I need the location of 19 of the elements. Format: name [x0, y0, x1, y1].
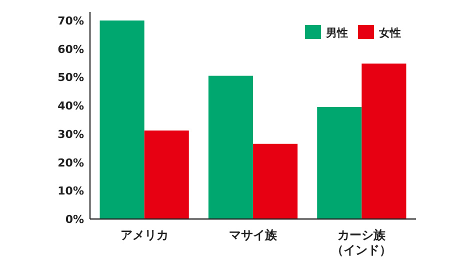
y-tick-label: 0% [65, 213, 84, 226]
bar [253, 144, 298, 219]
y-tick-label: 50% [58, 71, 84, 84]
y-tick-label: 60% [58, 42, 84, 56]
y-tick-label: 70% [58, 14, 84, 28]
x-tick-label: カーシ族（インド） [332, 228, 392, 257]
y-tick-label: 30% [58, 128, 84, 141]
x-tick-label: マサイ族 [229, 228, 278, 242]
bar [362, 64, 406, 219]
bar [144, 130, 189, 219]
bar [100, 20, 144, 219]
y-tick-label: 10% [58, 184, 84, 198]
legend-label: 男性 [325, 26, 348, 40]
legend-label: 女性 [378, 26, 401, 40]
y-tick-label: 20% [58, 156, 84, 170]
x-tick-label: アメリカ [120, 228, 168, 242]
y-tick-label: 40% [58, 100, 84, 113]
bar [208, 76, 253, 219]
bar [317, 106, 362, 219]
